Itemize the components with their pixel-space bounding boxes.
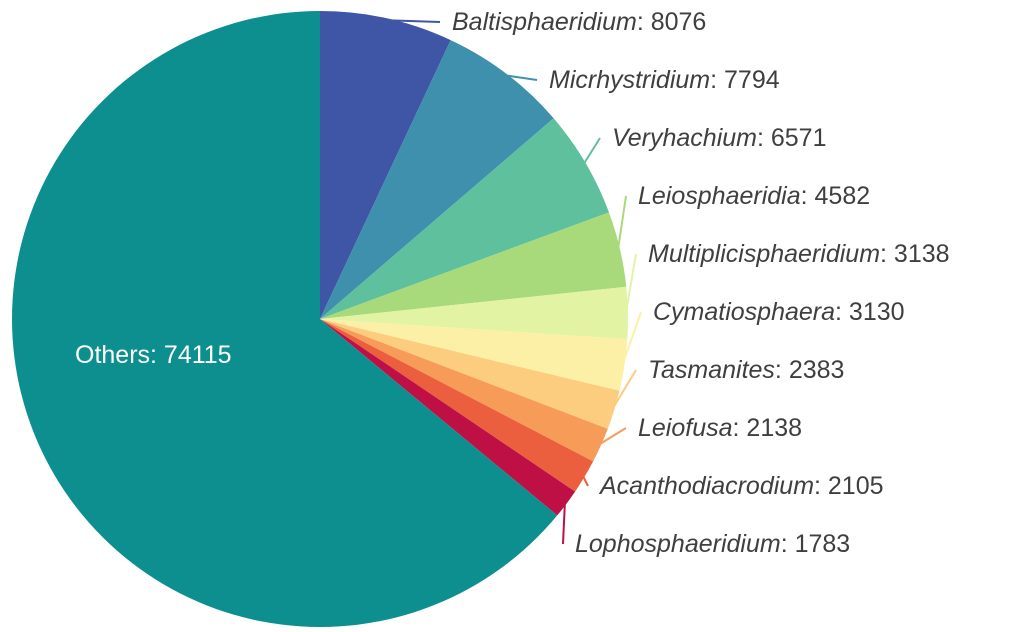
leader-lines [386, 19, 642, 545]
pie-slice-others [12, 11, 558, 628]
pie-slice-multiplicisphaeridium [320, 286, 628, 340]
slice-label-baltisphaeridium: Baltisphaeridium: 8076 [452, 8, 706, 36]
leader-line-leiosphaeridia [617, 195, 627, 250]
pie-slice-acanthodiacrodium [320, 319, 594, 492]
leader-line-acanthodiacrodium [581, 475, 589, 487]
leader-line-baltisphaeridium [386, 19, 441, 23]
pie-slice-cymatiosphaera [320, 319, 628, 391]
slice-label-lophosphaeridium: Lophosphaeridium: 1783 [575, 530, 850, 558]
slice-labels: Baltisphaeridium: 8076 Micrhystridium: 77… [75, 8, 950, 558]
leader-line-tasmanites [611, 369, 637, 410]
slice-label-tasmanites: Tasmanites: 2383 [648, 356, 844, 384]
pie-slice-tasmanites [320, 319, 620, 429]
slice-label-cymatiosphaera: Cymatiosphaera: 3130 [653, 298, 905, 326]
slice-label-acanthodiacrodium: Acanthodiacrodium: 2105 [598, 472, 884, 500]
pie-slice-lophosphaeridium [320, 319, 576, 516]
pie-slice-leiofusa [320, 319, 608, 462]
pie-slice-micrhystridium [320, 40, 554, 320]
leader-line-lophosphaeridium [562, 502, 566, 545]
pie-slice-leiosphaeridia [320, 212, 627, 319]
pie-slice-veryhachium [320, 118, 609, 319]
slice-label-leiosphaeridia: Leiosphaeridia: 4582 [638, 182, 870, 210]
leader-line-leiofusa [598, 427, 627, 446]
slice-label-multiplicisphaeridium: Multiplicisphaeridium: 3138 [648, 240, 950, 268]
pie-slice-baltisphaeridium [320, 11, 451, 319]
leader-line-multiplicisphaeridium [624, 253, 637, 314]
leader-line-veryhachium [582, 137, 601, 165]
slice-label-micrhystridium: Micrhystridium: 7794 [549, 66, 780, 94]
slice-label-leiofusa: Leiofusa: 2138 [638, 414, 802, 442]
pie-slices [12, 11, 628, 628]
leader-line-micrhystridium [504, 74, 538, 81]
leader-line-cymatiosphaera [621, 311, 642, 366]
slice-label-veryhachium: Veryhachium: 6571 [612, 124, 827, 152]
others-slice-label: Others: 74115 [75, 341, 232, 369]
